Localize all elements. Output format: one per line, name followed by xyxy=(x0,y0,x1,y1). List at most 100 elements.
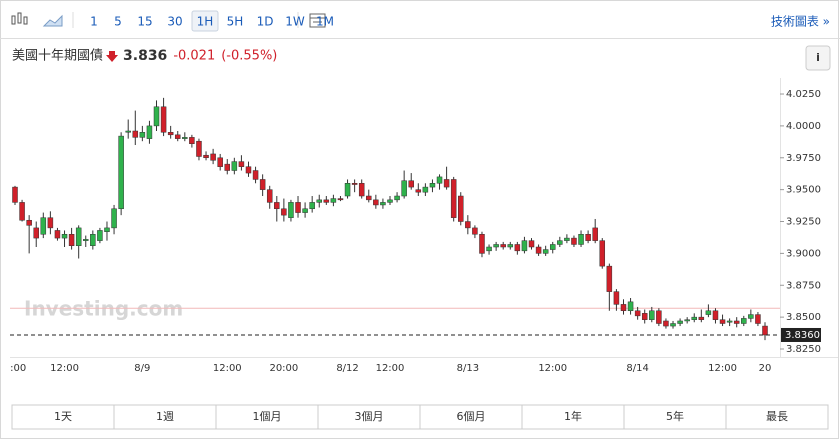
x-tick-label: 8/9 xyxy=(134,363,150,374)
candle-body xyxy=(542,249,549,254)
candle-body xyxy=(153,106,160,127)
interval-button[interactable]: 1 xyxy=(90,15,98,29)
candle-body xyxy=(684,319,690,322)
x-tick-label: 8/12 xyxy=(336,363,358,374)
candle-body xyxy=(641,313,648,320)
candle-body xyxy=(670,323,676,327)
candle-body xyxy=(238,161,245,167)
period-label[interactable]: 1個月 xyxy=(253,410,282,423)
candle-body xyxy=(450,179,457,218)
candle-body xyxy=(634,310,641,317)
candle-body xyxy=(507,244,514,248)
candle-body xyxy=(224,163,231,171)
technical-chart-link[interactable]: 技術圖表 » xyxy=(771,15,830,29)
area-icon[interactable] xyxy=(42,14,63,27)
period-button[interactable] xyxy=(317,404,421,430)
period-button[interactable] xyxy=(215,404,319,430)
candle-body xyxy=(521,240,528,252)
interval-button[interactable]: 1D xyxy=(257,15,274,29)
interval-button[interactable]: 1H xyxy=(197,15,214,29)
period-label[interactable]: 1天 xyxy=(54,410,72,423)
candle-body xyxy=(97,230,103,241)
candle-body xyxy=(528,240,535,248)
candle-body xyxy=(726,320,733,323)
period-button[interactable] xyxy=(419,404,523,430)
candle-body xyxy=(514,244,521,252)
last-price: 3.836 xyxy=(123,48,167,64)
indicator-icon[interactable] xyxy=(309,13,326,28)
period-label[interactable]: 1年 xyxy=(564,409,582,423)
interval-button[interactable]: 5 xyxy=(114,15,122,29)
candle-body xyxy=(182,137,188,139)
info-button[interactable] xyxy=(805,45,831,71)
candle-body xyxy=(479,234,485,254)
candle-body xyxy=(61,234,68,239)
candle-body xyxy=(557,240,563,245)
candle-body xyxy=(231,161,238,171)
interval-button[interactable]: 5H xyxy=(227,15,244,29)
y-tick-label: 3.9250 xyxy=(786,217,821,228)
candle-body xyxy=(245,166,252,174)
candle-body xyxy=(75,227,82,246)
y-tick-label: 4.0000 xyxy=(786,121,821,132)
interval-button[interactable]: 30 xyxy=(167,15,182,29)
candle-body xyxy=(443,179,450,188)
candle-body xyxy=(302,208,308,213)
candle-body xyxy=(472,227,478,235)
candle-body xyxy=(422,186,429,193)
candle-body xyxy=(146,125,153,139)
candle-body xyxy=(599,240,606,267)
interval-button[interactable]: 1W xyxy=(285,15,305,29)
selected-interval xyxy=(191,10,219,32)
candle-body xyxy=(40,217,47,235)
candle-body xyxy=(691,316,697,320)
x-tick-label: 8/13 xyxy=(457,363,479,374)
candle-body xyxy=(649,310,655,320)
candle-body xyxy=(535,246,542,254)
period-button[interactable] xyxy=(623,404,727,430)
period-button[interactable] xyxy=(725,404,829,430)
candle-body xyxy=(698,316,705,320)
info-icon[interactable]: i xyxy=(816,51,820,64)
candle-icon[interactable] xyxy=(11,12,28,25)
period-button[interactable] xyxy=(113,404,217,430)
candle-body xyxy=(592,227,598,241)
candle-body xyxy=(83,239,89,241)
x-tick-label: 5:00 xyxy=(4,363,26,374)
period-label[interactable]: 1週 xyxy=(156,410,174,423)
period-label[interactable]: 6個月 xyxy=(457,410,486,423)
x-tick-label: 12:00 xyxy=(538,363,567,374)
period-button[interactable] xyxy=(521,404,625,430)
candle-body xyxy=(12,186,18,203)
period-label[interactable]: 5年 xyxy=(666,409,684,423)
candle-body xyxy=(571,237,577,245)
candle-body xyxy=(578,234,584,245)
candle-body xyxy=(606,265,613,292)
candle-body xyxy=(337,198,344,201)
period-label[interactable]: 3個月 xyxy=(355,410,384,423)
period-button[interactable] xyxy=(11,404,115,430)
instrument-name: 美國十年期國債 xyxy=(12,49,103,64)
candle-body xyxy=(281,208,287,216)
current-price-box xyxy=(781,327,821,342)
candle-body xyxy=(387,199,393,203)
candle-body xyxy=(458,195,464,222)
interval-button[interactable]: 15 xyxy=(137,15,152,29)
candle-body xyxy=(373,199,379,206)
candle-body xyxy=(585,234,591,241)
candle-body xyxy=(68,234,75,246)
candle-body xyxy=(719,319,726,324)
interval-button[interactable]: 1M xyxy=(316,15,334,29)
current-price-label: 3.8360 xyxy=(785,330,820,341)
period-label[interactable]: 最長 xyxy=(766,410,788,423)
x-tick-label: 8/14 xyxy=(626,363,648,374)
candle-body xyxy=(217,157,223,167)
candle-body xyxy=(677,320,683,324)
candle-body xyxy=(196,140,202,157)
x-tick-label: 12:00 xyxy=(213,363,242,374)
x-tick-label: 20 xyxy=(759,363,772,374)
down-arrow xyxy=(106,51,119,62)
x-tick-label: 12:00 xyxy=(50,363,79,374)
